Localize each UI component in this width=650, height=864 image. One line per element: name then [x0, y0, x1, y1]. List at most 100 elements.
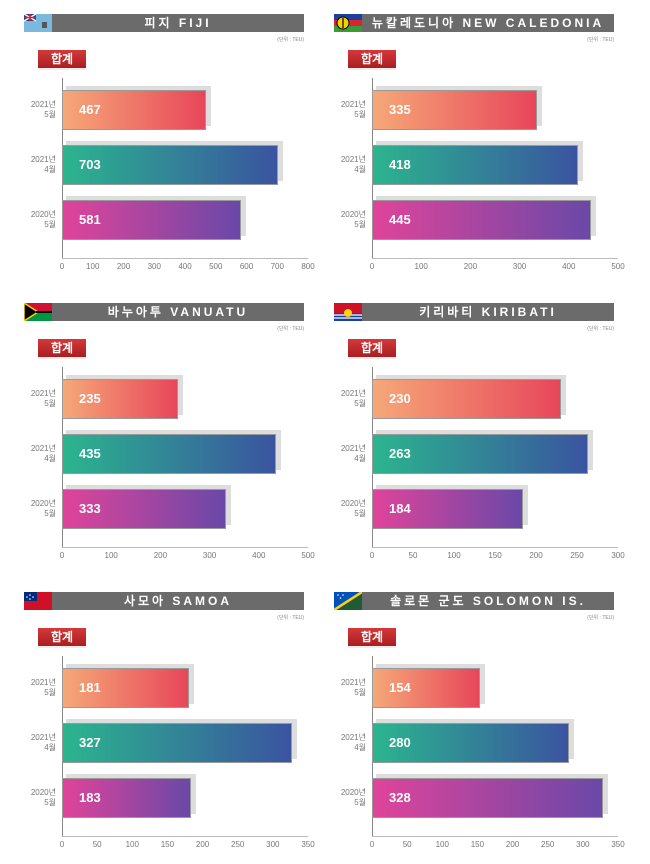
x-tick-label: 400	[252, 551, 266, 560]
bar-value-label: 445	[389, 212, 411, 227]
unit-label: (단위 : TEU)	[277, 615, 304, 621]
y-tick-label: 2020년 5월	[30, 210, 56, 229]
y-tick-label: 2020년 5월	[340, 210, 366, 229]
bar-value-label: 328	[389, 790, 411, 805]
x-axis	[62, 547, 308, 548]
unit-label: (단위 : TEU)	[587, 615, 614, 621]
x-tick-label: 300	[611, 551, 625, 560]
x-tick-label: 150	[488, 551, 502, 560]
chart-header: 피지 FIJI	[23, 13, 304, 32]
bar-value-label: 230	[389, 391, 411, 406]
chart-title: 사모아 SAMOA	[123, 594, 233, 608]
y-tick-label: 2021년 4월	[30, 733, 56, 752]
chart-panel: 피지 FIJI (단위 : TEU) 합계 467 2021년 5월 703 2021년 4월 5…	[0, 0, 325, 288]
x-tick-label: 500	[611, 262, 625, 271]
y-tick-label: 2021년 5월	[340, 389, 366, 408]
x-tick-label: 50	[92, 840, 102, 849]
chart-panel: 키리바티 KIRIBATI (단위 : TEU) 합계 230 2021년 5월 263 20…	[310, 289, 635, 577]
chart-title: 키리바티 KIRIBATI	[419, 305, 557, 319]
x-tick-label: 700	[270, 262, 284, 271]
bar: 327	[62, 723, 292, 763]
total-badge: 합계	[38, 50, 86, 70]
new-caledonia-flag-icon	[334, 14, 362, 32]
x-axis	[62, 836, 308, 837]
y-tick-label: 2021년 5월	[30, 389, 56, 408]
y-tick-label: 2021년 4월	[30, 444, 56, 463]
chart-title: 피지 FIJI	[144, 16, 212, 30]
x-tick-label: 150	[160, 840, 175, 849]
bar-value-label: 581	[79, 212, 101, 227]
unit-label: (단위 : TEU)	[587, 326, 614, 332]
x-tick-label: 800	[301, 262, 315, 271]
x-tick-label: 100	[125, 840, 139, 849]
bar: 263	[372, 434, 588, 474]
x-tick-label: 200	[505, 840, 520, 849]
x-tick-label: 0	[369, 840, 375, 849]
bar-value-label: 235	[79, 391, 101, 406]
bar: 183	[62, 778, 191, 818]
x-tick-label: 500	[209, 262, 223, 271]
x-tick-label: 250	[570, 551, 584, 560]
x-tick-label: 600	[239, 262, 254, 271]
bar-value-label: 335	[389, 102, 411, 117]
samoa-flag-icon	[24, 592, 52, 610]
y-tick-label: 2021년 5월	[30, 678, 56, 697]
x-axis	[372, 836, 618, 837]
x-tick-label: 100	[414, 262, 428, 271]
y-tick-label: 2020년 5월	[340, 788, 366, 807]
bar: 235	[62, 379, 178, 419]
chart-panel: 사모아 SAMOA (단위 : TEU) 합계 181 2021년 5월 327 2021년 4…	[0, 578, 325, 864]
kiribati-flag-icon	[334, 303, 362, 321]
x-tick-label: 0	[369, 551, 375, 560]
x-tick-label: 300	[576, 840, 590, 849]
bar: 418	[372, 145, 578, 185]
x-tick-label: 300	[512, 262, 527, 271]
x-axis	[372, 258, 618, 259]
chart-panel: 솔로몬 군도 SOLOMON IS. (단위 : TEU) 합계 154 2021년 5월…	[310, 578, 635, 864]
bar-value-label: 154	[389, 680, 411, 695]
x-tick-label: 200	[529, 551, 543, 560]
x-axis	[62, 258, 308, 259]
y-tick-label: 2021년 4월	[340, 444, 366, 463]
x-tick-label: 200	[153, 551, 168, 560]
y-tick-label: 2021년 4월	[340, 733, 366, 752]
unit-label: (단위 : TEU)	[277, 37, 304, 43]
fiji-flag-icon	[23, 13, 52, 32]
x-tick-label: 200	[195, 840, 210, 849]
y-tick-label: 2021년 4월	[30, 155, 56, 174]
bar: 581	[62, 200, 241, 240]
x-tick-label: 350	[301, 840, 315, 849]
chart-header: 솔로몬 군도 SOLOMON IS.	[333, 590, 614, 612]
chart-header: 뉴칼레도니아 NEW CALEDONIA	[334, 14, 614, 32]
x-tick-label: 0	[59, 840, 65, 849]
x-tick-label: 300	[202, 551, 217, 560]
x-tick-label: 200	[463, 262, 478, 271]
x-tick-label: 300	[147, 262, 161, 271]
bar-value-label: 280	[389, 735, 411, 750]
y-tick-label: 2021년 5월	[340, 678, 366, 697]
bar: 230	[372, 379, 561, 419]
x-tick-label: 50	[408, 551, 418, 560]
bar-value-label: 435	[79, 446, 101, 461]
x-tick-label: 250	[231, 840, 245, 849]
total-badge: 합계	[348, 339, 396, 359]
y-tick-label: 2021년 4월	[340, 155, 366, 174]
x-tick-label: 300	[266, 840, 280, 849]
total-badge: 합계	[38, 628, 86, 648]
bar-value-label: 703	[79, 157, 101, 172]
chart-panel: 뉴칼레도니아 NEW CALEDONIA (단위 : TEU) 합계 335 2021년…	[310, 0, 635, 288]
chart-title: 바누아투 VANUATU	[107, 305, 249, 319]
bar-value-label: 333	[79, 501, 101, 516]
bar: 333	[62, 489, 226, 529]
y-tick-label: 2020년 5월	[30, 788, 56, 807]
bar: 181	[62, 668, 190, 708]
chart-title: 솔로몬 군도 SOLOMON IS.	[390, 594, 586, 608]
total-badge: 합계	[348, 628, 396, 648]
vanuatu-flag-icon	[23, 301, 52, 323]
total-badge: 합계	[38, 339, 86, 359]
bar-value-label: 327	[79, 735, 101, 750]
bar: 703	[62, 145, 279, 185]
unit-label: (단위 : TEU)	[587, 37, 614, 43]
bar: 184	[372, 489, 523, 529]
